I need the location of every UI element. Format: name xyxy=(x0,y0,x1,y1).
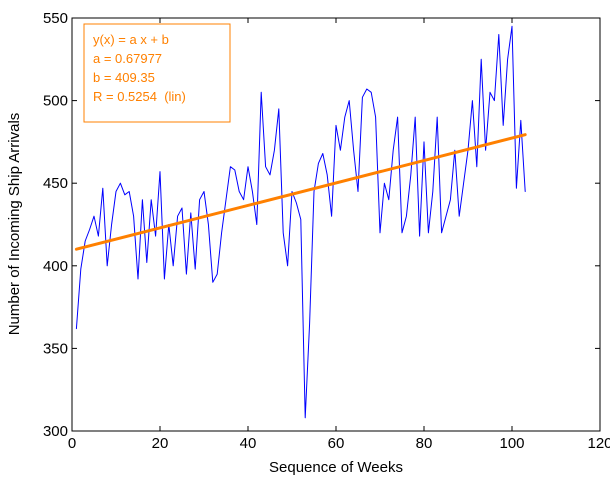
y-tick-label: 550 xyxy=(43,10,68,27)
y-tick-label: 350 xyxy=(43,340,68,357)
y-tick-label: 500 xyxy=(43,93,68,110)
y-tick-label: 450 xyxy=(43,175,68,192)
x-tick-label: 80 xyxy=(416,435,433,452)
fit-slope: a = 0.67977 xyxy=(93,51,162,66)
y-tick-label: 300 xyxy=(43,423,68,440)
fit-annotation-frame xyxy=(83,23,231,123)
fit-annotation-box: y(x) = a x + b a = 0.67977 b = 409.35 R … xyxy=(83,23,231,123)
fit-equation: y(x) = a x + b xyxy=(93,32,169,47)
fit-correlation: R = 0.5254 (lin) xyxy=(93,89,186,104)
x-tick-label: 0 xyxy=(68,435,76,452)
x-tick-label: 40 xyxy=(240,435,257,452)
plot-area: 0 20 40 60 80 100 120 300 350 400 450 500 550 y(x) … xyxy=(43,10,610,452)
y-tick-label: 400 xyxy=(43,258,68,275)
x-axis-label: Sequence of Weeks xyxy=(269,459,403,476)
linear-fit-line xyxy=(74,133,527,251)
series-layer xyxy=(74,25,527,419)
weekly-arrivals-line xyxy=(75,25,526,419)
y-axis-ticks: 300 350 400 450 500 550 xyxy=(43,10,600,440)
x-tick-label: 100 xyxy=(499,435,524,452)
x-tick-label: 60 xyxy=(328,435,345,452)
fit-intercept: b = 409.35 xyxy=(93,70,155,85)
x-tick-label: 120 xyxy=(587,435,610,452)
y-axis-label: Number of Incoming Ship Arrivals xyxy=(6,113,23,336)
x-tick-label: 20 xyxy=(152,435,169,452)
x-axis-ticks: 0 20 40 60 80 100 120 xyxy=(68,18,610,452)
